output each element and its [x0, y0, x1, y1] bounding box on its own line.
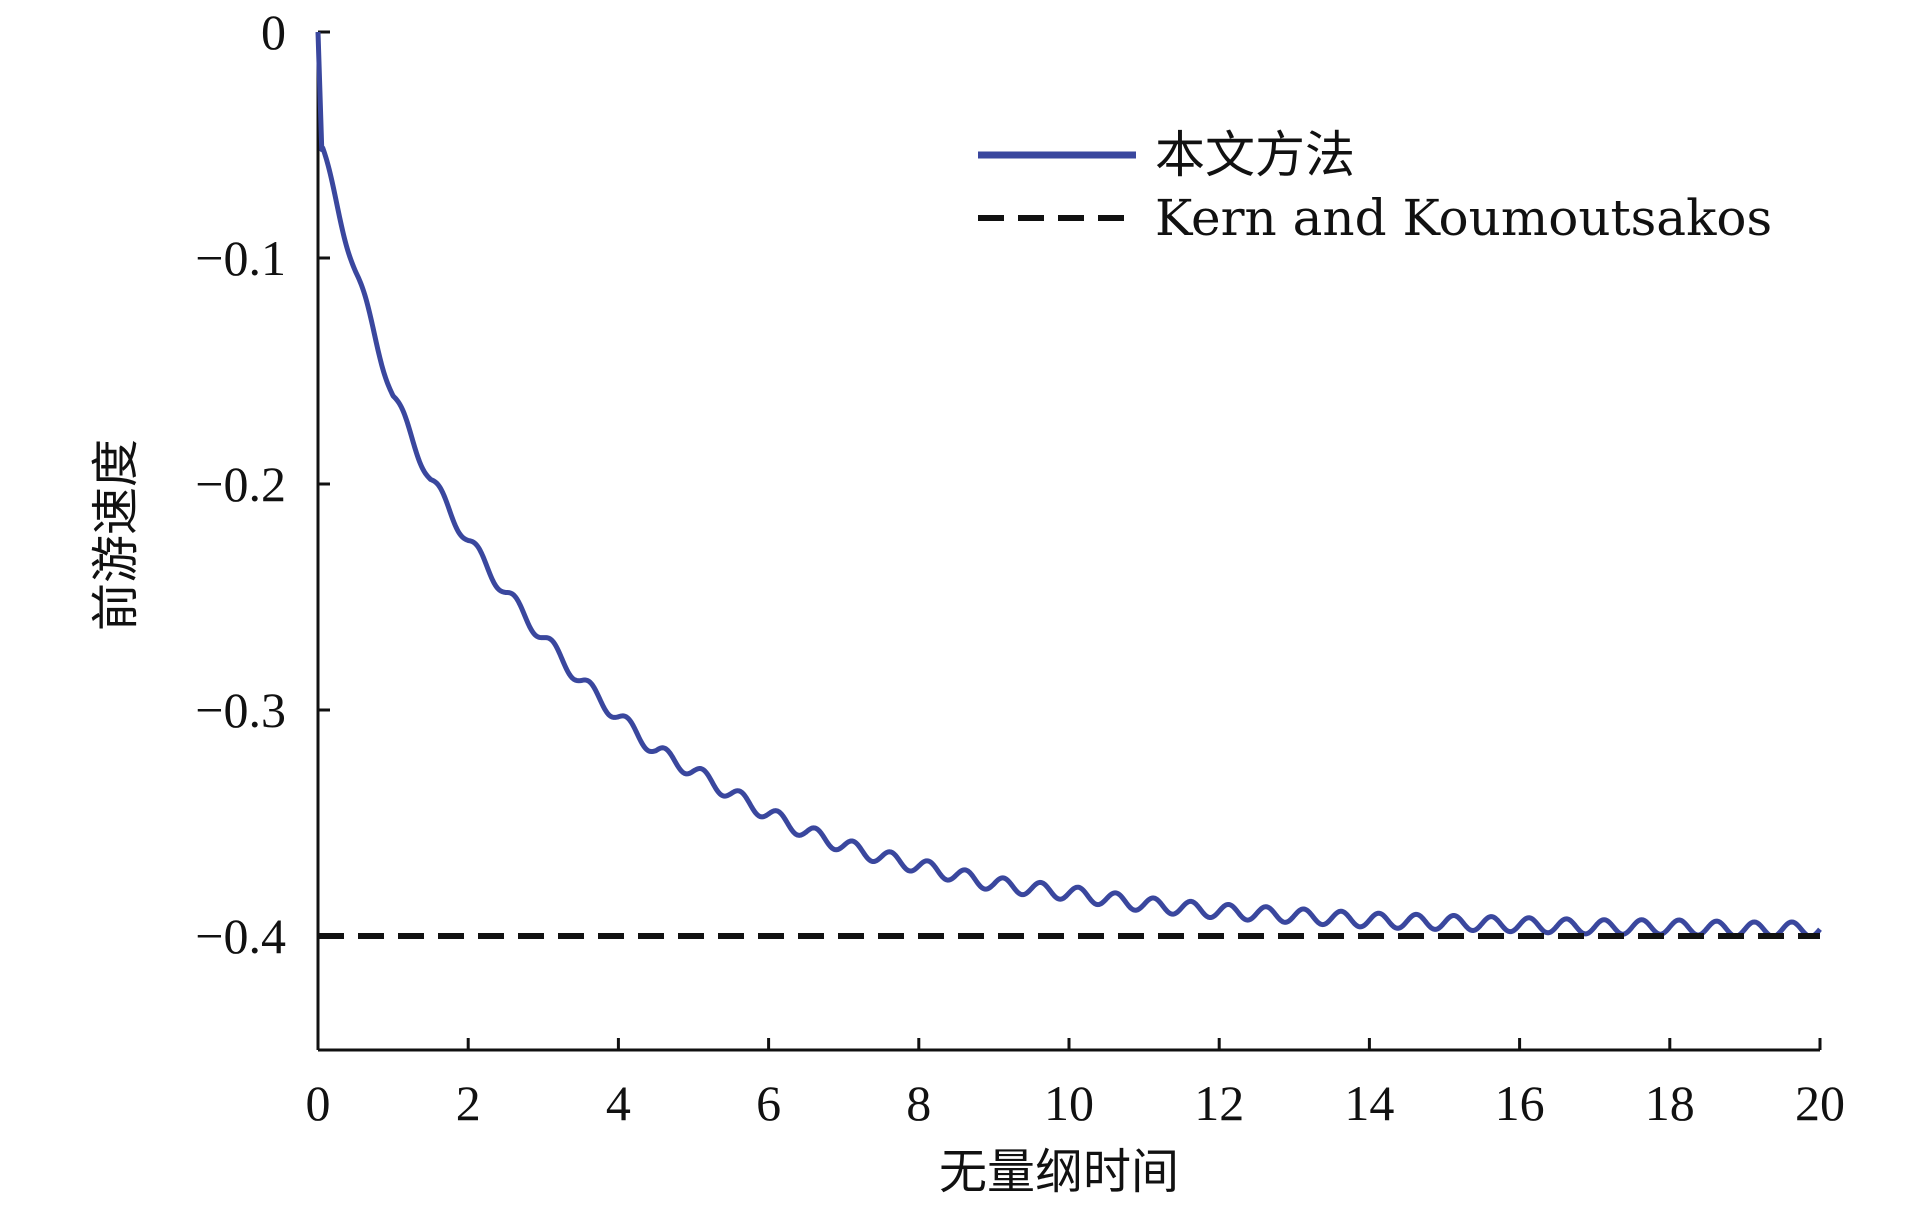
y-tick-label: −0.4: [195, 908, 286, 964]
x-tick-label: 2: [456, 1075, 481, 1131]
y-axis-title: 前游速度: [88, 439, 144, 631]
series-layer: [315, 31, 1822, 939]
x-tick-label: 0: [306, 1075, 331, 1131]
axes: [316, 32, 1820, 1052]
x-tick-label: 4: [606, 1075, 631, 1131]
series-line-solid: [315, 31, 1822, 939]
x-tick-label: 8: [906, 1075, 931, 1131]
legend: 本文方法 Kern and Koumoutsakos: [978, 126, 1772, 247]
y-tick-label: −0.3: [195, 682, 286, 738]
y-tick-label: 0: [261, 4, 286, 60]
x-tick-label: 14: [1344, 1075, 1394, 1131]
x-tick-label: 20: [1795, 1075, 1845, 1131]
x-ticks: 0 2 4 6 8 10 12 14 16 18 20: [306, 1038, 1845, 1131]
legend-label-solid: 本文方法: [1155, 126, 1355, 184]
x-tick-label: 18: [1645, 1075, 1695, 1131]
x-tick-label: 12: [1194, 1075, 1244, 1131]
y-tick-label: −0.1: [195, 230, 286, 286]
y-tick-label: −0.2: [195, 456, 286, 512]
legend-label-dashed: Kern and Koumoutsakos: [1155, 189, 1772, 247]
y-ticks: 0 −0.1 −0.2 −0.3 −0.4: [195, 4, 330, 964]
x-tick-label: 16: [1495, 1075, 1545, 1131]
x-axis-title: 无量纲时间: [939, 1144, 1179, 1200]
x-tick-label: 6: [756, 1075, 781, 1131]
x-tick-label: 10: [1044, 1075, 1094, 1131]
